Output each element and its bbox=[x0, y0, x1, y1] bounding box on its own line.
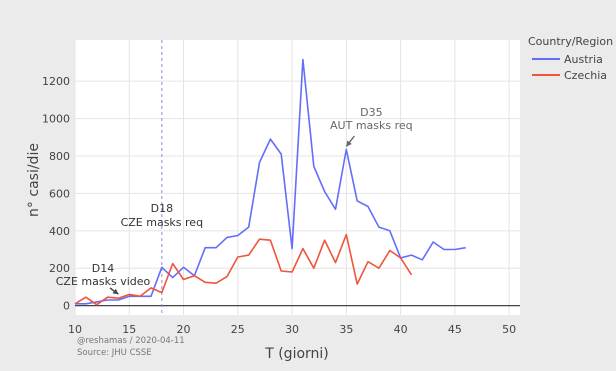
x-axis-label: T (giorni) bbox=[264, 346, 329, 362]
annotation-arrowhead bbox=[346, 140, 352, 147]
x-tick-label: 30 bbox=[285, 323, 299, 336]
series-layer bbox=[74, 58, 466, 306]
y-tick-label: 600 bbox=[49, 187, 70, 200]
x-tick-label: 45 bbox=[448, 323, 462, 336]
annotation-d14: D14 bbox=[92, 262, 114, 275]
series-line-czechia bbox=[74, 233, 413, 306]
annotation-arrowhead bbox=[112, 288, 119, 295]
annotation-d35: D35 bbox=[360, 106, 382, 119]
annotation-d35: AUT masks req bbox=[330, 119, 413, 132]
annotation-d18: D18 bbox=[151, 202, 173, 215]
plot-background bbox=[75, 40, 520, 315]
x-tick-label: 40 bbox=[394, 323, 408, 336]
y-tick-labels: 0 200 400 600 800 1000 1200 bbox=[42, 75, 70, 312]
legend: Country/Region Austria Czechia bbox=[528, 35, 613, 82]
x-tick-label: 20 bbox=[177, 323, 191, 336]
y-tick-label: 1000 bbox=[42, 113, 70, 126]
x-tick-label: 35 bbox=[339, 323, 353, 336]
y-tick-label: 1200 bbox=[42, 75, 70, 88]
x-tick-label: 50 bbox=[502, 323, 516, 336]
legend-item-austria[interactable]: Austria bbox=[564, 53, 603, 66]
annotation-d14: CZE masks video bbox=[56, 275, 151, 288]
x-tick-label: 25 bbox=[231, 323, 245, 336]
y-tick-label: 0 bbox=[63, 300, 70, 313]
footnote-line-1: @reshamas / 2020-04-11 bbox=[77, 336, 185, 346]
legend-item-czechia[interactable]: Czechia bbox=[564, 69, 607, 82]
y-tick-label: 200 bbox=[49, 262, 70, 275]
x-tick-labels: 10 15 20 25 30 35 40 45 50 bbox=[68, 323, 516, 336]
annotation-d18: CZE masks req bbox=[121, 216, 203, 229]
x-tick-label: 10 bbox=[68, 323, 82, 336]
y-tick-label: 800 bbox=[49, 150, 70, 163]
footnote-line-2: Source: JHU CSSE bbox=[77, 348, 152, 358]
y-tick-label: 400 bbox=[49, 225, 70, 238]
y-axis-label: n° casi/die bbox=[26, 143, 42, 217]
x-tick-label: 15 bbox=[122, 323, 136, 336]
legend-title: Country/Region bbox=[528, 35, 613, 48]
